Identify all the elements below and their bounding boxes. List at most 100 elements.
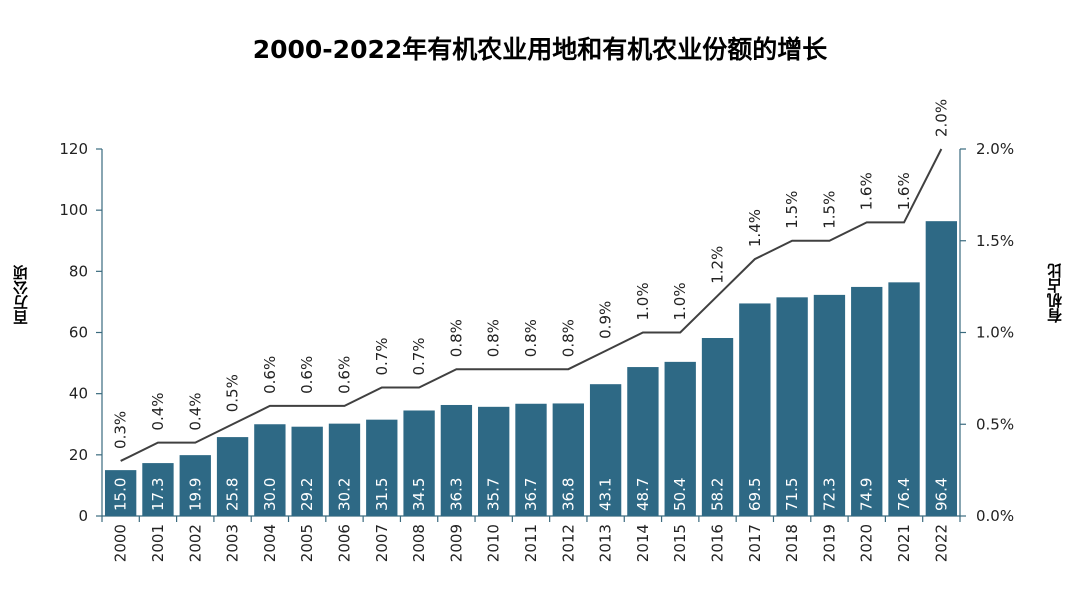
share-value-label: 0.5% <box>224 374 242 412</box>
bar-value-label: 36.8 <box>559 478 577 511</box>
bar-value-label: 31.5 <box>373 478 391 511</box>
x-tick-label: 2015 <box>671 524 689 562</box>
share-value-label: 0.8% <box>447 319 465 357</box>
x-tick-label: 2014 <box>634 524 652 562</box>
share-value-label: 1.6% <box>895 172 913 210</box>
share-value-label: 0.4% <box>186 392 204 430</box>
x-tick-label: 2017 <box>746 524 764 562</box>
bar-value-label: 36.3 <box>447 478 465 511</box>
bar-value-label: 71.5 <box>783 478 801 511</box>
share-value-label: 1.5% <box>783 191 801 229</box>
x-tick-label: 2001 <box>149 524 167 562</box>
bar <box>627 367 659 516</box>
x-tick-label: 2021 <box>895 524 913 562</box>
x-tick-label: 2020 <box>858 524 876 562</box>
share-value-label: 0.6% <box>298 356 316 394</box>
y-right-tick-label: 1.5% <box>976 232 1014 250</box>
y-left-tick-label: 100 <box>59 201 88 219</box>
x-tick-label: 2013 <box>597 524 615 562</box>
bar <box>888 282 920 516</box>
x-tick-label: 2011 <box>522 524 540 562</box>
bar-value-label: 96.4 <box>932 478 950 511</box>
y-right-tick-label: 1.0% <box>976 324 1014 342</box>
bar <box>179 455 211 516</box>
x-tick-label: 2008 <box>410 524 428 562</box>
share-value-label: 0.3% <box>112 411 130 449</box>
bars-group <box>104 221 958 516</box>
share-value-label: 0.8% <box>522 319 540 357</box>
bar-value-label: 35.7 <box>485 478 503 511</box>
share-value-label: 0.4% <box>149 392 167 430</box>
x-tick-label: 2007 <box>373 524 391 562</box>
bar-value-label: 30.2 <box>335 478 353 511</box>
x-tick-label: 2022 <box>932 524 950 562</box>
bar-value-label: 69.5 <box>746 478 764 511</box>
bar-value-label: 34.5 <box>410 478 428 511</box>
bar-value-label: 19.9 <box>186 478 204 511</box>
bar <box>478 406 510 516</box>
share-value-label: 1.2% <box>709 246 727 284</box>
bar-value-label: 43.1 <box>597 478 615 511</box>
bar-value-label: 58.2 <box>709 478 727 511</box>
share-value-label: 1.0% <box>671 282 689 320</box>
y-left-tick-label: 120 <box>59 140 88 158</box>
y-left-tick-label: 60 <box>69 324 88 342</box>
bar <box>403 410 435 516</box>
x-tick-label: 2009 <box>447 524 465 562</box>
bar <box>366 419 398 516</box>
x-tick-label: 2004 <box>261 524 279 562</box>
chart-title: 2000-2022年有机农业用地和有机农业份额的增长 <box>252 35 828 64</box>
share-value-label: 1.4% <box>746 209 764 247</box>
bar <box>776 297 808 516</box>
x-tick-label: 2018 <box>783 524 801 562</box>
bar <box>589 384 622 516</box>
bar-value-label: 76.4 <box>895 478 913 511</box>
bar <box>104 470 137 516</box>
share-value-label: 1.0% <box>634 282 652 320</box>
bar <box>664 361 696 516</box>
x-tick-label: 2005 <box>298 524 316 562</box>
bar <box>515 403 547 516</box>
share-value-label: 0.6% <box>335 356 353 394</box>
y-right-tick-label: 2.0% <box>976 140 1014 158</box>
bar <box>851 286 883 516</box>
share-value-label: 0.6% <box>261 356 279 394</box>
bar <box>216 437 249 516</box>
bar <box>701 338 734 516</box>
share-value-label: 1.6% <box>858 172 876 210</box>
bar-value-label: 17.3 <box>149 478 167 511</box>
bar-value-label: 15.0 <box>112 478 130 511</box>
share-value-label: 0.7% <box>373 337 391 375</box>
share-value-label: 0.8% <box>559 319 577 357</box>
bar-value-label: 48.7 <box>634 478 652 511</box>
labels-group: 15.0 17.3 19.9 25.8 30.0 29.2 30.2 31.5 34.5 36.3… <box>112 99 951 511</box>
bar <box>813 294 846 516</box>
y-left-tick-label: 40 <box>69 385 88 403</box>
share-line-group <box>120 148 943 462</box>
bar-value-label: 50.4 <box>671 478 689 511</box>
x-tick-label: 2006 <box>335 524 353 562</box>
bar-value-label: 74.9 <box>858 478 876 511</box>
bar-value-label: 25.8 <box>224 478 242 511</box>
y-left-tick-label: 20 <box>69 446 88 464</box>
bar <box>328 423 361 516</box>
share-value-label: 0.7% <box>410 337 428 375</box>
share-value-label: 2.0% <box>932 99 950 137</box>
x-tick-label: 2003 <box>224 524 242 562</box>
share-line <box>120 148 943 462</box>
bar-value-label: 72.3 <box>820 478 838 511</box>
x-tick-label: 2010 <box>485 524 503 562</box>
share-value-label: 0.8% <box>485 319 503 357</box>
bar <box>291 426 323 516</box>
bar <box>142 463 174 516</box>
x-tick-label: 2016 <box>709 524 727 562</box>
share-value-label: 1.5% <box>820 191 838 229</box>
y-right-tick-label: 0.0% <box>976 507 1014 525</box>
bar-value-label: 30.0 <box>261 478 279 511</box>
bar <box>925 221 958 516</box>
y-left-tick-label: 80 <box>69 262 88 280</box>
bar-value-label: 36.7 <box>522 478 540 511</box>
bar <box>552 403 584 516</box>
bar <box>440 404 473 516</box>
